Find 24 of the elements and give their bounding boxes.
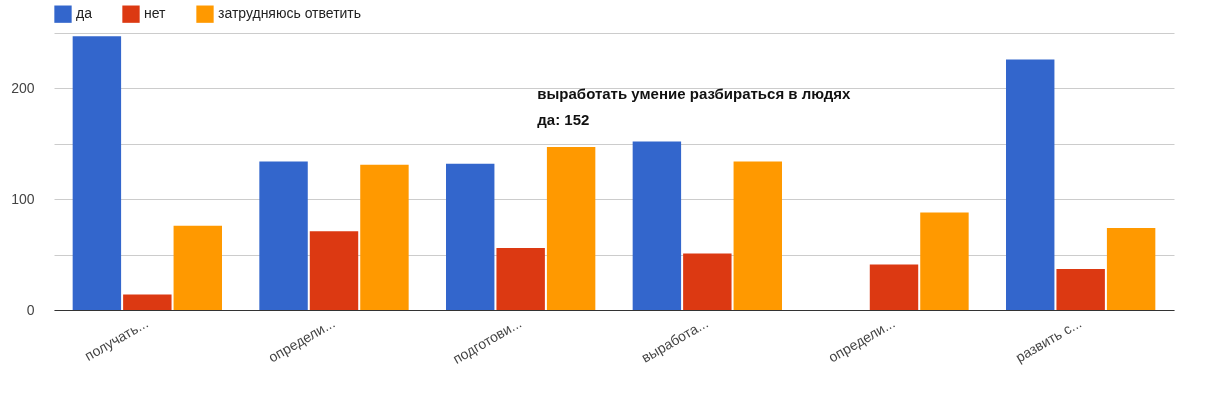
bar	[446, 163, 495, 310]
legend-label: нет	[144, 5, 167, 22]
bar	[546, 147, 596, 310]
legend-label: затрудняюсь ответить	[218, 5, 362, 22]
bar	[173, 225, 222, 310]
y-tick-label: 200	[11, 79, 35, 96]
bar	[920, 212, 969, 310]
y-tick-label: 100	[11, 190, 35, 207]
bar	[632, 141, 682, 310]
bar	[869, 264, 919, 310]
bar	[1006, 59, 1055, 310]
bar	[1056, 269, 1105, 310]
bar	[259, 161, 308, 310]
bar	[123, 294, 172, 310]
bar	[309, 231, 359, 310]
bar	[1106, 228, 1156, 310]
legend-label: да	[76, 5, 93, 22]
bar	[733, 161, 782, 310]
bar	[360, 164, 409, 310]
bar	[496, 247, 545, 310]
bar	[683, 253, 732, 310]
annotation: выработать умение разбираться в людях да: 152	[537, 84, 852, 128]
y-tick-label: 0	[26, 301, 35, 318]
bar	[72, 36, 122, 310]
